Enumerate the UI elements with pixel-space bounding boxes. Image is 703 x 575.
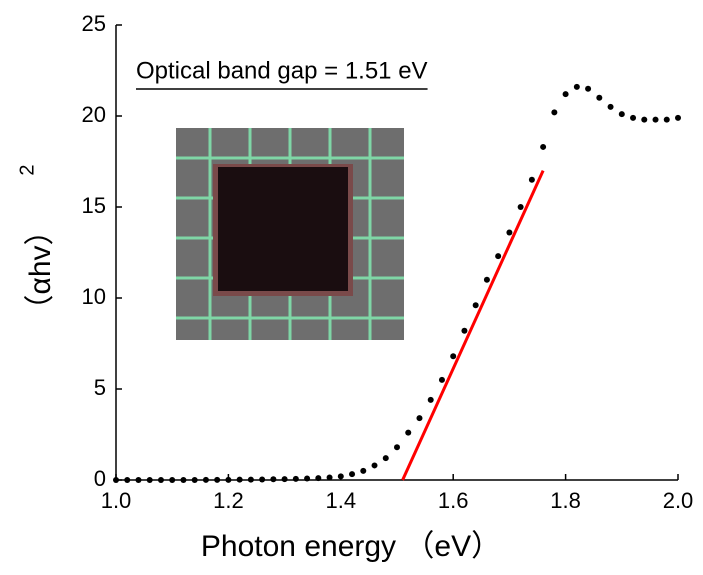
data-point	[146, 477, 153, 483]
data-point	[214, 476, 221, 483]
data-point	[618, 111, 625, 118]
data-point	[382, 455, 389, 462]
data-point	[495, 253, 502, 260]
data-point	[337, 473, 344, 480]
data-point	[652, 116, 659, 123]
x-axis-label: Photon energy （eV）	[201, 530, 501, 563]
data-point	[270, 476, 277, 483]
data-point	[562, 91, 569, 98]
data-point	[573, 83, 580, 90]
inset-photo	[176, 128, 404, 340]
data-point	[607, 103, 614, 110]
x-tick-label: 1.2	[213, 488, 244, 513]
data-point	[528, 176, 535, 183]
data-point	[438, 376, 445, 383]
data-point	[281, 476, 288, 483]
data-point	[113, 477, 119, 483]
data-point	[641, 116, 648, 123]
x-tick-label: 1.8	[550, 488, 581, 513]
y-axis-label: （αhv）	[24, 215, 57, 324]
fit-line	[401, 169, 545, 481]
data-point	[202, 476, 209, 483]
data-point	[326, 474, 333, 481]
y-tick-label: 15	[82, 193, 106, 218]
x-tick-label: 2.0	[663, 488, 694, 513]
data-point	[551, 109, 558, 116]
data-point	[596, 94, 603, 101]
data-point	[405, 429, 412, 436]
data-point	[315, 475, 322, 482]
data-point	[540, 143, 547, 150]
data-point	[517, 204, 524, 210]
data-point	[483, 276, 490, 283]
data-point	[180, 477, 187, 483]
data-point	[135, 477, 142, 483]
data-point	[292, 475, 299, 482]
data-point	[506, 229, 513, 236]
data-point	[394, 444, 400, 451]
data-point	[247, 476, 254, 483]
y-tick-label: 20	[82, 102, 106, 127]
data-point	[225, 476, 232, 483]
data-point	[585, 85, 592, 92]
x-tick-label: 1.4	[326, 488, 357, 513]
data-point	[157, 477, 164, 483]
y-tick-label: 10	[82, 284, 106, 309]
y-tick-label: 5	[94, 375, 106, 400]
annotation: Optical band gap = 1.51 eV	[136, 57, 428, 84]
x-tick-label: 1.6	[438, 488, 469, 513]
data-point	[124, 477, 131, 483]
data-point	[259, 476, 266, 483]
data-point	[461, 327, 468, 334]
x-tick-label: 1.0	[101, 488, 132, 513]
data-point	[360, 467, 367, 474]
data-point	[371, 462, 378, 469]
data-point	[191, 477, 198, 483]
data-point	[416, 415, 423, 422]
data-point	[427, 396, 434, 403]
data-point	[472, 302, 479, 309]
y-tick-label: 25	[82, 11, 106, 36]
data-point	[169, 477, 176, 483]
data-point	[450, 353, 457, 360]
data-point	[630, 114, 637, 121]
data-point	[304, 475, 311, 482]
data-point	[663, 116, 670, 123]
y-axis-label-superscript: 2	[16, 164, 38, 175]
data-point	[675, 114, 681, 121]
data-point	[236, 476, 243, 483]
data-point	[349, 471, 356, 478]
y-tick-label: 0	[94, 466, 106, 491]
